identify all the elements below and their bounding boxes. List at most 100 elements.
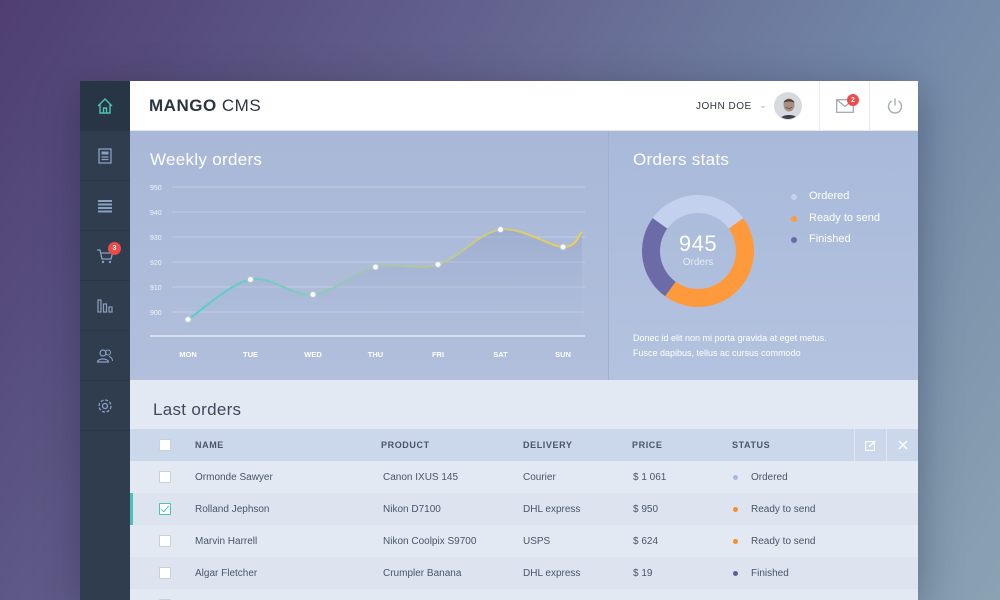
cell-product: Canon IXUS 145 <box>383 472 459 483</box>
last-orders-panel: Last orders NAME PRODUCT DELIVERY PRICE … <box>130 380 918 600</box>
legend-finished: Finished <box>791 233 851 245</box>
row-checkbox[interactable] <box>159 503 171 515</box>
chart-data-point[interactable] <box>372 263 379 271</box>
cell-name: Marvin Harrell <box>195 536 258 547</box>
chart-data-point[interactable] <box>434 261 442 268</box>
cell-price: $ 950 <box>633 504 659 515</box>
last-orders-title: Last orders <box>153 400 242 419</box>
col-status[interactable]: STATUS <box>732 440 771 450</box>
col-delivery[interactable]: DELIVERY <box>523 440 573 450</box>
edit-button[interactable] <box>854 429 886 461</box>
chart-data-point[interactable] <box>247 276 254 283</box>
chart-y-tick-label: 900 <box>150 310 162 317</box>
cell-delivery: Courier <box>523 472 556 483</box>
row-checkbox[interactable] <box>159 471 171 483</box>
orders-total: 945 <box>678 231 718 256</box>
sidebar-item-cart[interactable]: 3 <box>80 231 130 281</box>
legend-label: Ordered <box>809 190 850 202</box>
delete-button[interactable] <box>886 429 918 461</box>
table-row[interactable]: Algar Fletcher Crumpler Banana DHL expre… <box>130 557 918 589</box>
stats-description: Donec id elit non mi porta gravida at eg… <box>633 331 893 361</box>
cell-product: Nikon D7100 <box>383 504 441 515</box>
donut-slice[interactable] <box>642 218 676 297</box>
sidebar-item-list[interactable] <box>80 181 130 231</box>
chart-data-point[interactable] <box>559 243 567 251</box>
chart-data-point[interactable] <box>184 316 192 323</box>
select-all-checkbox[interactable] <box>159 439 171 451</box>
legend-dot <box>791 194 797 200</box>
chart-y-tick-label: 950 <box>150 185 162 192</box>
sidebar-item-home[interactable] <box>80 81 130 131</box>
row-checkbox[interactable] <box>159 535 171 547</box>
orders-donut-chart <box>642 195 754 307</box>
sidebar: 3 <box>80 81 130 600</box>
top-header: MANGO CMS JOHN DOE ⌄ 2 <box>130 81 918 131</box>
list-icon <box>98 199 112 212</box>
table-row[interactable]: Rolland Jephson Nikon D7100 DHL express … <box>130 493 918 525</box>
users-icon <box>96 348 114 363</box>
cell-price: $ 19 <box>633 568 653 579</box>
sidebar-item-news[interactable] <box>80 131 130 181</box>
orders-total-label: Orders <box>682 257 714 268</box>
chart-data-point[interactable] <box>309 291 317 298</box>
chart-data-point[interactable] <box>497 226 504 233</box>
power-button[interactable] <box>870 81 918 131</box>
chart-x-tick-label: WED <box>304 350 322 359</box>
cell-delivery: DHL express <box>523 504 581 515</box>
legend-ready: Ready to send <box>791 212 880 224</box>
cell-name: Rolland Jephson <box>195 504 270 515</box>
col-product[interactable]: PRODUCT <box>381 440 430 450</box>
col-price[interactable]: PRICE <box>632 440 663 450</box>
user-name[interactable]: JOHN DOE <box>696 101 752 112</box>
bar-chart-icon <box>97 298 113 313</box>
app-logo[interactable]: MANGO CMS <box>149 96 261 116</box>
brand-light: CMS <box>216 96 262 115</box>
donut-slice[interactable] <box>665 218 754 307</box>
table-row[interactable]: Marvin Harrell Nikon Coolpix S9700 USPS … <box>130 525 918 557</box>
status-dot <box>733 571 738 576</box>
cell-name: Ormonde Sawyer <box>195 472 273 483</box>
donut-slice[interactable] <box>652 195 744 229</box>
legend-ordered: Ordered <box>791 190 849 202</box>
chart-area-fill <box>188 229 582 336</box>
cell-product: Nikon Coolpix S9700 <box>383 536 477 547</box>
weekly-orders-panel: Weekly orders 950 940 930 920 910 900 MON TUE W… <box>130 131 608 380</box>
newspaper-icon <box>98 147 112 164</box>
mail-badge: 2 <box>847 94 859 106</box>
legend-label: Ready to send <box>809 212 880 224</box>
status-dot <box>733 475 738 480</box>
row-checkbox[interactable] <box>159 567 171 579</box>
cell-price: $ 624 <box>633 536 659 547</box>
weekly-title: Weekly orders <box>150 150 263 169</box>
stats-desc-line: Fusce dapibus, tellus ac cursus commodo <box>633 348 801 358</box>
chart-y-tick-label: 920 <box>150 260 162 267</box>
sidebar-item-settings[interactable] <box>80 381 130 431</box>
chart-x-tick-label: TUE <box>243 350 258 359</box>
orders-table-header: NAME PRODUCT DELIVERY PRICE STATUS <box>130 429 918 461</box>
chart-x-tick-label: SAT <box>493 350 508 359</box>
brand-bold: MANGO <box>149 96 217 115</box>
chart-y-tick-label: 910 <box>150 285 162 292</box>
gear-icon <box>98 398 112 413</box>
sidebar-item-users[interactable] <box>80 331 130 381</box>
chart-x-tick-label: SUN <box>555 350 571 359</box>
sidebar-item-stats[interactable] <box>80 281 130 331</box>
chart-y-tick-label: 940 <box>150 210 162 217</box>
table-row[interactable] <box>130 589 918 600</box>
home-icon <box>97 97 113 114</box>
cell-delivery: DHL express <box>523 568 581 579</box>
close-icon <box>898 440 907 450</box>
table-row[interactable]: Ormonde Sawyer Canon IXUS 145 Courier $ … <box>130 461 918 493</box>
header-divider <box>869 81 870 131</box>
stats-title: Orders stats <box>633 150 730 169</box>
legend-dot <box>791 216 797 222</box>
cell-price: $ 1 061 <box>633 472 667 483</box>
status-dot <box>733 539 738 544</box>
cell-status: Ready to send <box>751 504 816 515</box>
avatar[interactable] <box>774 92 802 120</box>
header-divider <box>819 81 820 131</box>
mail-button[interactable]: 2 <box>820 81 869 131</box>
chevron-down-icon[interactable]: ⌄ <box>759 100 767 110</box>
chart-series-line <box>187 228 583 321</box>
col-name[interactable]: NAME <box>195 440 224 450</box>
